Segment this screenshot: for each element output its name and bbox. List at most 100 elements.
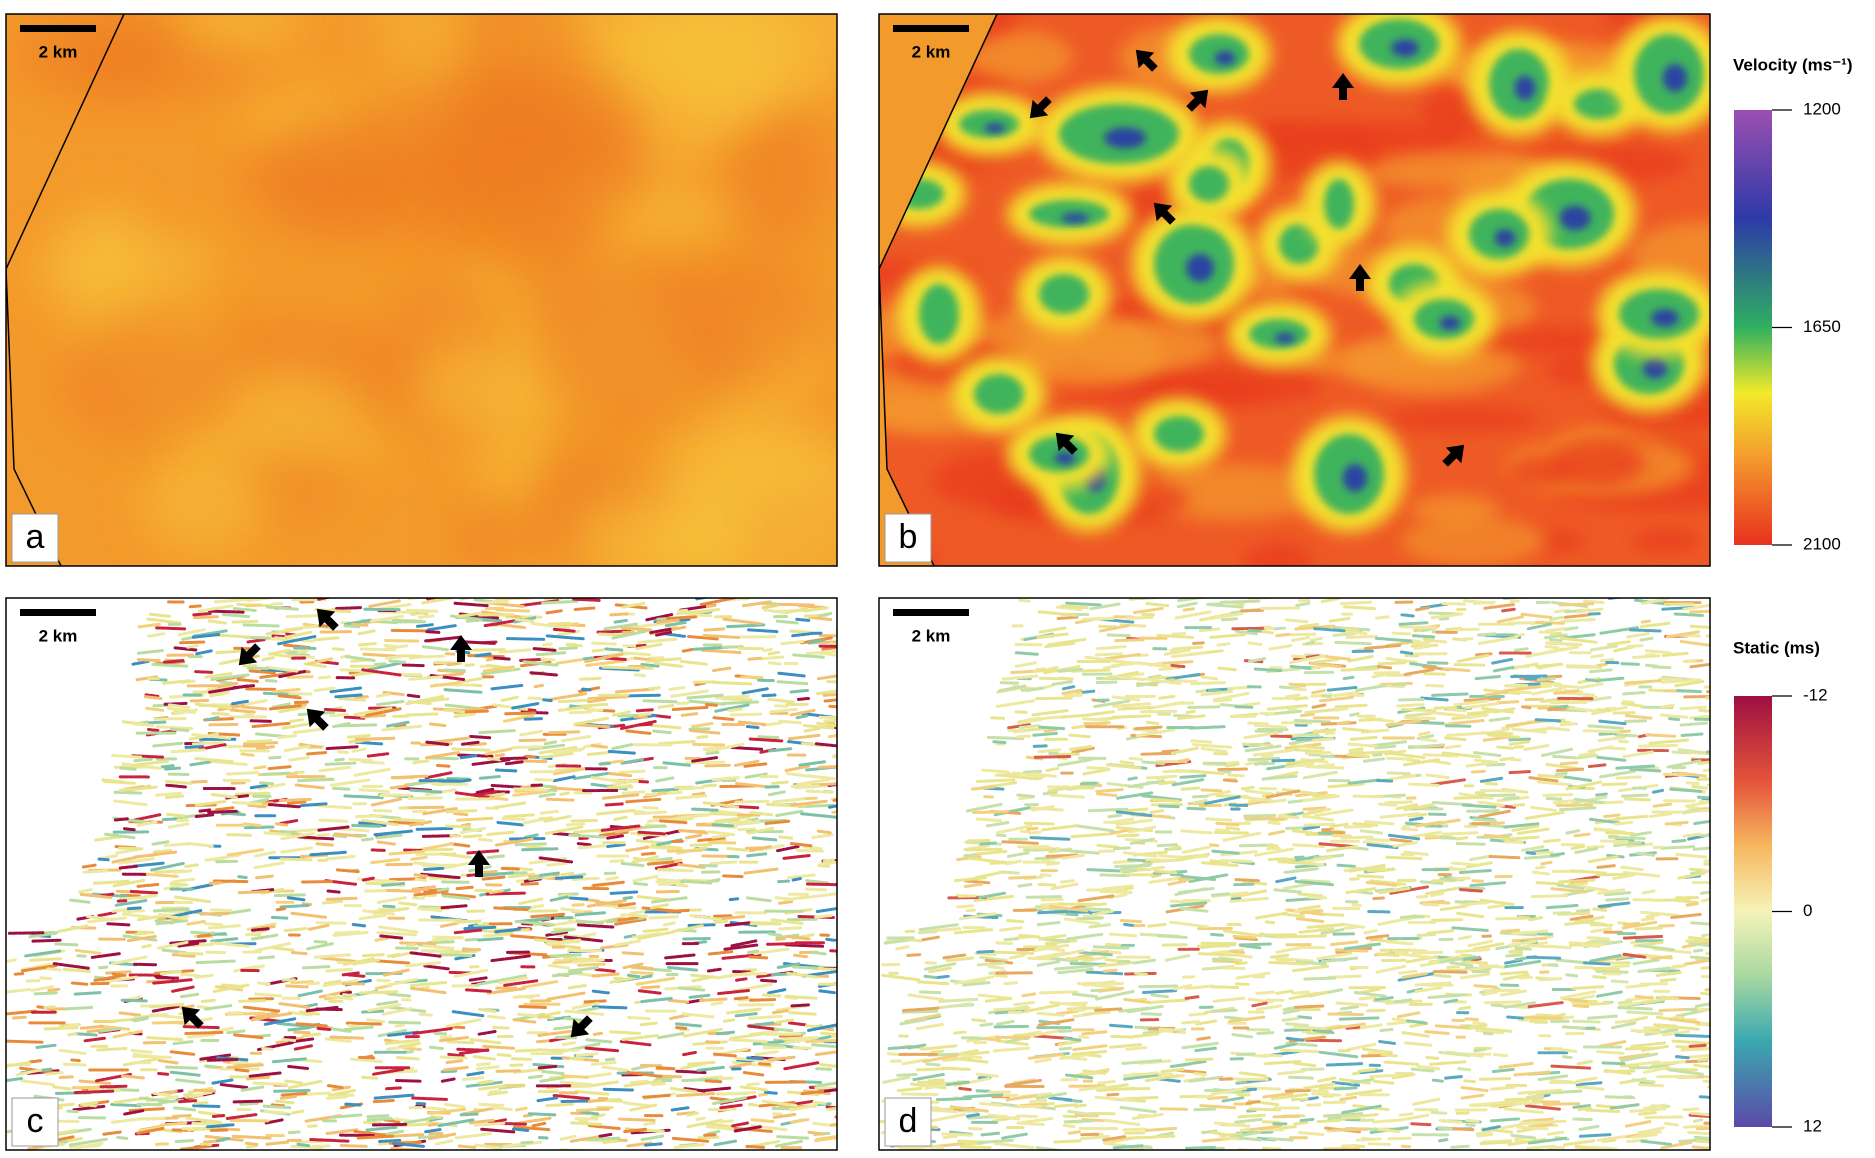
- static-segment: [261, 656, 275, 662]
- static-segment: [1295, 917, 1326, 924]
- static-segment: [144, 693, 160, 698]
- static-segment: [1484, 690, 1509, 697]
- static-segment: [225, 1113, 258, 1120]
- static-segment: [621, 1033, 659, 1042]
- static-segment: [667, 998, 690, 1004]
- static-segment: [1596, 864, 1617, 869]
- static-segment: [1411, 640, 1433, 646]
- static-segment: [1622, 690, 1646, 696]
- static-segment: [681, 1078, 722, 1082]
- static-segment: [1210, 892, 1232, 897]
- static-segment: [1265, 789, 1301, 799]
- static-segment: [1441, 751, 1482, 759]
- static-segment: [1426, 929, 1455, 935]
- static-segment: [538, 745, 578, 755]
- static-segment: [132, 759, 170, 767]
- static-segment: [1078, 950, 1113, 957]
- static-segment: [1169, 678, 1199, 684]
- static-segment: [1325, 1062, 1364, 1067]
- static-segment: [1465, 1118, 1480, 1123]
- static-segment: [64, 1023, 80, 1029]
- static-segment: [558, 646, 579, 651]
- static-segment: [651, 787, 680, 793]
- static-segment: [881, 973, 921, 982]
- static-segment: [1597, 735, 1627, 743]
- static-segment: [671, 705, 709, 711]
- static-segment: [329, 1035, 365, 1040]
- static-segment: [1060, 604, 1089, 610]
- static-segment: [1645, 733, 1677, 738]
- static-segment: [711, 823, 734, 828]
- static-segment: [984, 958, 1014, 965]
- static-segment: [384, 655, 402, 660]
- static-segment: [146, 1036, 184, 1042]
- static-segment: [150, 850, 178, 857]
- static-segment: [817, 860, 837, 867]
- static-segment: [1312, 737, 1334, 742]
- static-segment: [500, 695, 519, 702]
- static-segment: [284, 1079, 304, 1085]
- static-segment: [642, 699, 678, 704]
- static-segment: [365, 1125, 398, 1132]
- static-segment: [511, 745, 543, 749]
- static-segment: [211, 711, 230, 716]
- static-segment: [1700, 1021, 1710, 1026]
- static-segment: [155, 626, 187, 631]
- static-segment: [1145, 774, 1178, 780]
- static-segment: [921, 935, 940, 942]
- static-segment: [1461, 900, 1490, 907]
- static-segment: [313, 953, 353, 959]
- static-segment: [1626, 842, 1654, 848]
- static-segment: [746, 852, 768, 858]
- static-segment: [750, 1118, 776, 1124]
- static-segment: [495, 792, 507, 797]
- static-segment: [631, 621, 671, 629]
- static-segment: [401, 663, 425, 668]
- static-segment: [278, 705, 306, 714]
- static-segment: [99, 1084, 128, 1089]
- static-segment: [1293, 654, 1320, 661]
- static-segment: [682, 1050, 698, 1057]
- static-segment: [573, 606, 596, 612]
- static-segment: [445, 861, 473, 870]
- static-segment: [789, 842, 813, 848]
- panel-label-box: [884, 513, 932, 563]
- static-segment: [143, 695, 163, 700]
- static-segment: [431, 935, 464, 942]
- static-segment: [1531, 686, 1567, 696]
- static-segment: [421, 697, 450, 704]
- static-segment: [1267, 820, 1281, 826]
- static-segment: [785, 934, 811, 941]
- static-segment: [726, 623, 766, 629]
- static-segment: [322, 979, 359, 988]
- static-segment: [961, 1050, 990, 1057]
- static-segment: [169, 1050, 196, 1056]
- static-segment: [1516, 1125, 1549, 1131]
- static-segment: [28, 1059, 43, 1064]
- static-segment: [538, 792, 557, 798]
- static-segment: [1438, 1050, 1471, 1058]
- static-segment: [451, 747, 492, 752]
- static-segment: [133, 757, 154, 763]
- static-segment: [1394, 952, 1434, 960]
- static-segment: [1048, 1096, 1074, 1102]
- static-segment: [767, 650, 781, 656]
- static-segment: [265, 627, 304, 636]
- static-segment: [979, 1102, 1004, 1107]
- static-segment: [163, 883, 184, 891]
- static-segment: [1582, 729, 1620, 734]
- static-segment: [1430, 1110, 1448, 1115]
- static-segment: [70, 1058, 82, 1063]
- static-segment: [613, 815, 630, 822]
- static-segment: [1014, 651, 1040, 656]
- static-segment: [1285, 757, 1326, 765]
- static-segment: [1268, 829, 1286, 836]
- static-segment: [1331, 1127, 1370, 1132]
- static-segment: [206, 1123, 236, 1129]
- static-segment: [385, 1086, 402, 1091]
- static-segment: [1635, 851, 1656, 857]
- static-segment: [1039, 873, 1052, 877]
- static-segment: [79, 892, 113, 900]
- static-segment: [1571, 985, 1605, 990]
- static-segment: [1414, 985, 1444, 993]
